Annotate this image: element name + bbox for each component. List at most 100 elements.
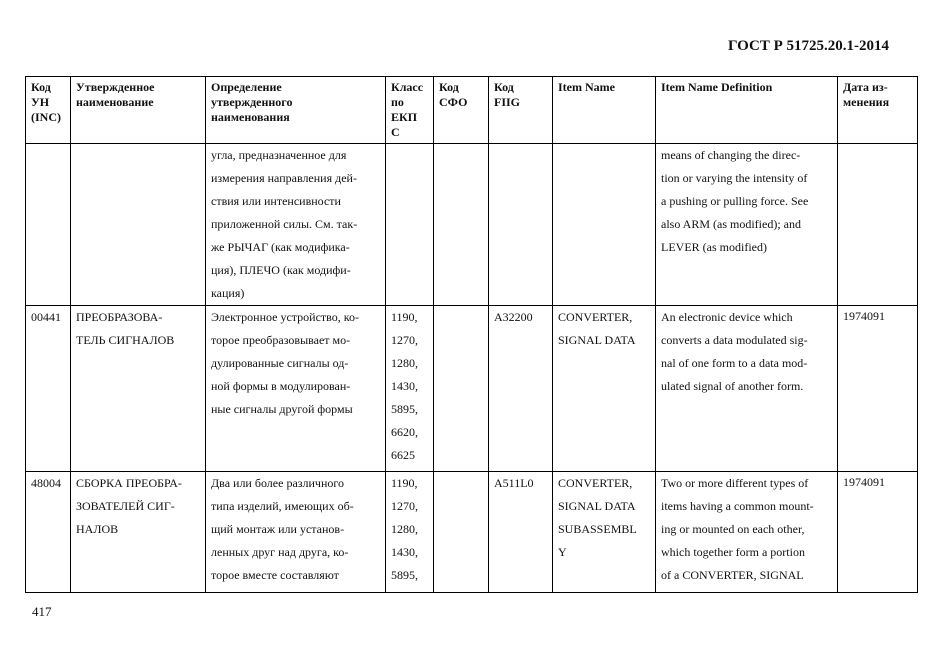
column-header-date: Дата из-менения [837,76,918,144]
cell-sfo [433,471,489,593]
table-row: 48004 СБОРКА ПРЕОБРА- ЗОВАТЕЛЕЙ СИГ- НАЛОВ Д… [25,471,918,593]
cell-date: 1974091 [837,305,918,472]
column-header-sfo: Код СФО [433,76,489,144]
header-line: по [391,95,404,109]
cell-class: 1190, 1270, 1280, 1430, 5895, [385,471,434,593]
header-line: менения [843,95,890,109]
header-line: наименования [211,110,290,124]
cell-line: SUBASSEMBL [558,522,637,536]
header-line: Код [439,80,459,94]
cell-line: items having a common mount- [661,499,814,513]
cell-line: 5895, [391,402,418,416]
cell-name: ПРЕОБРАЗОВА- ТЕЛЬ СИГНАЛОВ [70,305,206,472]
cell-line: 1270, [391,333,418,347]
cell-line: 00441 [31,310,61,324]
cell-item-name: CONVERTER, SIGNAL DATA [552,305,656,472]
cell-date [837,143,918,306]
cell-line: 1430, [391,545,418,559]
header-line: утвержденного [211,95,293,109]
cell-line: also ARM (as modified); and [661,217,801,231]
table-row: 00441 ПРЕОБРАЗОВА- ТЕЛЬ СИГНАЛОВ Электронно… [25,305,918,472]
cell-line: nal of one form to a data mod- [661,356,808,370]
cell-line: дулированные сигналы од- [211,356,349,370]
header-line: FIIG [494,95,521,109]
cell-name: СБОРКА ПРЕОБРА- ЗОВАТЕЛЕЙ СИГ- НАЛОВ [70,471,206,593]
header-line: СФО [439,95,468,109]
cell-fiig: A511L0 [488,471,553,593]
header-line: Утвержденное [76,80,155,94]
cell-definition: угла, предназначенное для измерения напра… [205,143,386,306]
cell-line: 48004 [31,476,61,490]
table-row: угла, предназначенное для измерения напра… [25,143,918,306]
cell-line: ствия или интенсивности [211,194,341,208]
cell-line: CONVERTER, [558,310,633,324]
cell-definition: Электронное устройство, ко-торое преобра… [205,305,386,472]
cell-line: ция), ПЛЕЧО (как модифи- [211,263,351,277]
document-code: ГОСТ Р 51725.20.1-2014 [727,38,889,54]
cell-line: means of changing the direc- [661,148,801,162]
cell-line: SIGNAL DATA [558,499,636,513]
column-header-fiig: Код FIIG [488,76,553,144]
cell-line: of a CONVERTER, SIGNAL [661,568,804,582]
header-line: Код [31,80,51,94]
cell-line: ЗОВАТЕЛЕЙ СИГ- [76,499,175,513]
cell-line: A32200 [494,310,533,324]
cell-line: 1270, [391,499,418,513]
cell-item-name: CONVERTER, SIGNAL DATA SUBASSEMBL Y [552,471,656,593]
cell-inc: 00441 [25,305,71,472]
column-header-item-definition: Item Name Definition [655,76,838,144]
cell-inc [25,143,71,306]
cell-definition: Два или более различного типа изделий, им… [205,471,386,593]
header-line: Item Name [558,80,615,94]
cell-line: A511L0 [494,476,534,490]
header-line: Определение [211,80,282,94]
cell-item-definition: means of changing the direc-tion or vary… [655,143,838,306]
cell-line: which together form a portion [661,545,805,559]
cell-line: ПРЕОБРАЗОВА- [76,310,163,324]
cell-sfo [433,305,489,472]
cell-line: 1280, [391,356,418,370]
cell-line: ТЕЛЬ СИГНАЛОВ [76,333,175,347]
page-number: 417 [32,604,52,619]
cell-line: An electronic device which [661,310,793,324]
cell-line: Two or more different types of [661,476,809,490]
column-header-inc: Код УН (INC) [25,76,71,144]
cell-fiig [488,143,553,306]
cell-line: 5895, [391,568,418,582]
cell-line: converts a data modulated sig- [661,333,808,347]
header-line: (INC) [31,110,61,124]
cell-line: SIGNAL DATA [558,333,636,347]
cell-line: щий монтаж или установ- [211,522,345,536]
cell-fiig: A32200 [488,305,553,472]
column-header-name: Утвержденное наименование [70,76,206,144]
cell-line: 1430, [391,379,418,393]
cell-line: a pushing or pulling force. See [661,194,809,208]
column-header-definition: Определение утвержденного наименования [205,76,386,144]
cell-line: ленных друг над друга, ко- [211,545,349,559]
cell-line: 1190, [391,310,418,324]
cell-line: торое вместе составляют [211,568,339,582]
cell-line: 1190, [391,476,418,490]
cell-class: 1190, 1270, 1280, 1430, 5895, 6620, 6625 [385,305,434,472]
cell-sfo [433,143,489,306]
cell-line: же РЫЧАГ (как модифика- [211,240,350,254]
cell-line: приложенной силы. См. так- [211,217,358,231]
cell-item-definition: An electronic device which converts a dat… [655,305,838,472]
table-header: Код УН (INC) Утвержденное наименование Опреде… [25,76,918,144]
cell-date: 1974091 [837,471,918,593]
cell-item-definition: Two or more different types of items havi… [655,471,838,593]
cell-line: 1974091 [843,475,885,489]
nomenclature-table: Код УН (INC) Утвержденное наименование Опреде… [25,76,918,593]
header-line: С [391,125,400,139]
cell-item-name [552,143,656,306]
cell-line: ной формы в модулирован- [211,379,351,393]
cell-line: кация) [211,286,245,300]
cell-line: Два или более различного [211,476,344,490]
cell-line: ные сигналы другой формы [211,402,353,416]
cell-line: ing or mounted on each other, [661,522,805,536]
cell-line: 6620, [391,425,418,439]
cell-line: Y [558,545,567,559]
cell-line: CONVERTER, [558,476,633,490]
cell-line: типа изделий, имеющих об- [211,499,354,513]
cell-line: торое преобразовывает мо- [211,333,351,347]
